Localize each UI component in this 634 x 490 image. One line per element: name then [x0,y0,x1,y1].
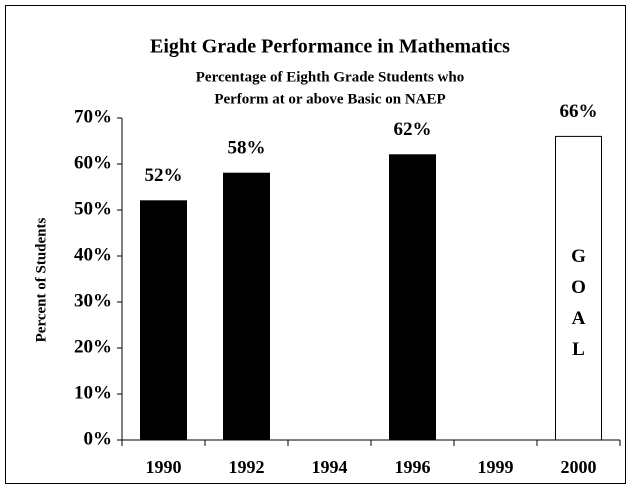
value-label: 66% [560,101,598,122]
value-label: 62% [394,119,432,140]
y-tick-label: 0% [84,428,113,449]
y-tick-label: 20% [74,336,112,357]
bar [140,200,187,441]
chart-title: Eight Grade Performance in Mathematics [150,36,510,58]
x-tick-label: 1992 [229,457,265,477]
goal-annotation: GOAL [568,246,589,370]
chart-subtitle: Percentage of Eighth Grade Students who [196,69,464,85]
bar [223,172,270,441]
bar [555,135,602,441]
y-tick-label: 70% [74,106,112,127]
x-tick-label: 2000 [561,457,597,477]
y-axis-label: Percent of Students [33,217,49,342]
y-tick-label: 40% [74,244,112,265]
y-tick-label: 30% [74,290,112,311]
chart-subtitle: Perform at or above Basic on NAEP [214,91,445,107]
value-label: 58% [228,138,266,159]
frame [5,5,626,484]
bar [389,154,436,441]
x-tick-label: 1990 [146,457,182,477]
x-tick-label: 1996 [395,457,431,477]
x-tick-label: 1994 [312,457,348,477]
y-tick-label: 50% [74,198,112,219]
value-label: 52% [145,165,183,186]
x-tick-label: 1999 [478,457,514,477]
y-tick-label: 60% [74,152,112,173]
y-tick-label: 10% [74,382,112,403]
